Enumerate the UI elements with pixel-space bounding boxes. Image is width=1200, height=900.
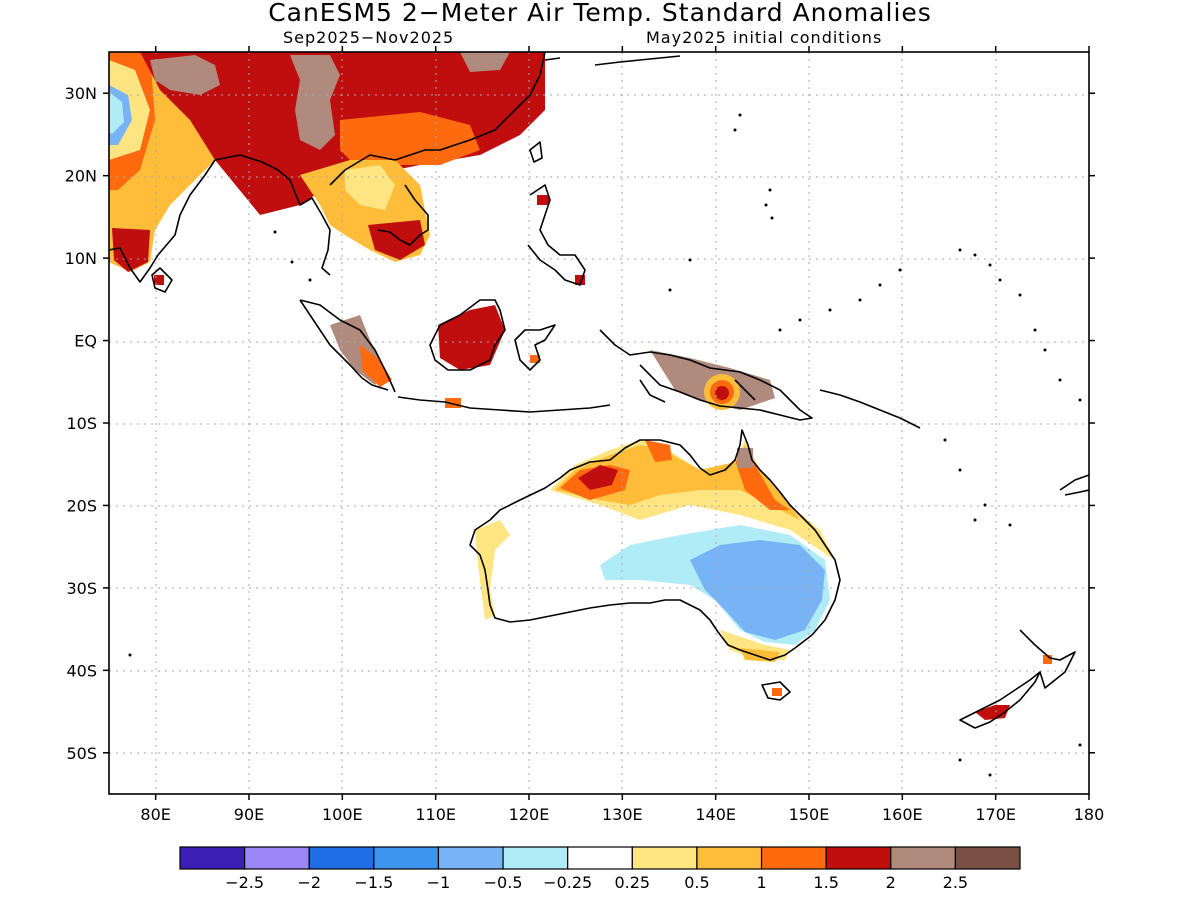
anomaly-srilanka xyxy=(154,275,164,285)
lon-tick-label: 100E xyxy=(322,805,363,824)
lon-tick-label: 80E xyxy=(140,805,170,824)
anomaly-west-coast xyxy=(475,520,510,620)
anomaly-india-south xyxy=(112,228,150,272)
anomaly-borneo xyxy=(438,305,505,370)
anomaly-cold-west-inner xyxy=(109,92,124,134)
anomaly-eastern-australia-core xyxy=(690,540,825,640)
anomaly-cape-york xyxy=(737,448,753,468)
anomaly-mindanao xyxy=(575,275,585,285)
anomaly-kimberley-core xyxy=(578,465,618,490)
small-islands xyxy=(128,113,1082,777)
anomaly-ng-center-3 xyxy=(715,386,729,400)
colorbar-swatch xyxy=(308,846,375,870)
anomaly-nz-north xyxy=(1043,655,1052,664)
colorbar-swatch xyxy=(890,846,956,870)
lon-tick-label: 160E xyxy=(882,805,923,824)
lon-tick-label: 170E xyxy=(975,805,1016,824)
colorbar-label: 1 xyxy=(756,873,766,892)
coastlines xyxy=(109,52,1089,729)
longitude-ticks: 80E 90E 100E 110E 120E 130E 140E 150E 160E 170E 18… xyxy=(140,46,1104,824)
gridlines xyxy=(109,52,1089,794)
anomaly-laos xyxy=(345,165,395,210)
colorbar-label: 2 xyxy=(886,873,896,892)
lon-tick-label: 130E xyxy=(602,805,643,824)
colorbar-swatch xyxy=(244,846,310,870)
forecast-period: Sep2025−Nov2025 xyxy=(283,28,455,47)
anomaly-sulawesi xyxy=(530,355,540,363)
lat-tick-label: 20N xyxy=(65,167,97,186)
anomaly-tibet-1 xyxy=(150,55,220,95)
colorbar: −2.5 −2 −1.5 −1 −0.5 −0.25 0.25 0.5 1 1.5 2 2.5 xyxy=(179,846,1021,892)
colorbar-label: −0.25 xyxy=(543,873,592,892)
lat-tick-label: EQ xyxy=(74,332,97,351)
anomaly-victoria xyxy=(740,648,780,662)
colorbar-swatch xyxy=(696,846,763,870)
anomaly-luzon xyxy=(537,195,549,205)
lon-tick-label: 110E xyxy=(415,805,456,824)
anomaly-tasmania xyxy=(772,688,782,696)
anomaly-arnhem xyxy=(645,440,672,462)
lon-tick-label: 180 xyxy=(1074,805,1105,824)
colorbar-label: −2.5 xyxy=(225,873,264,892)
lat-tick-label: 20S xyxy=(66,496,97,515)
colorbar-swatch xyxy=(502,846,569,870)
anomaly-fields xyxy=(109,52,1089,794)
colorbar-label: 1.5 xyxy=(813,873,838,892)
latitude-ticks: 30N 20N 10N EQ 10S 20S 30S 40S 50S xyxy=(65,84,1095,763)
lat-tick-label: 10S xyxy=(66,414,97,433)
anomaly-sumatra-south xyxy=(360,345,392,387)
colorbar-label: −1.5 xyxy=(354,873,393,892)
colorbar-label: −2 xyxy=(297,873,321,892)
colorbar-swatch xyxy=(760,846,827,870)
lon-tick-label: 90E xyxy=(234,805,264,824)
anomaly-queensland-coast xyxy=(735,460,790,510)
colorbar-swatch xyxy=(373,846,440,870)
map-title: CanESM5 2−Meter Air Temp. Standard Anoma… xyxy=(268,0,932,27)
colorbar-swatch xyxy=(567,846,633,870)
colorbar-swatch xyxy=(179,846,246,870)
anomaly-java xyxy=(445,398,461,408)
anomaly-nz-south xyxy=(975,705,1010,720)
lon-tick-label: 150E xyxy=(789,805,830,824)
colorbar-label: 0.5 xyxy=(684,873,709,892)
lat-tick-label: 30N xyxy=(65,84,97,103)
colorbar-swatch xyxy=(437,846,504,870)
lat-tick-label: 50S xyxy=(66,744,97,763)
colorbar-swatch xyxy=(825,846,892,870)
lon-tick-label: 120E xyxy=(509,805,550,824)
colorbar-label: −0.5 xyxy=(484,873,523,892)
anomaly-north-china xyxy=(460,52,510,72)
lat-tick-label: 10N xyxy=(65,249,97,268)
initial-conditions: May2025 initial conditions xyxy=(646,28,883,47)
lon-tick-label: 140E xyxy=(695,805,736,824)
colorbar-label: 0.25 xyxy=(614,873,650,892)
anomaly-tibet-2 xyxy=(290,55,340,150)
colorbar-swatch xyxy=(631,846,698,870)
colorbar-label: −1 xyxy=(427,873,451,892)
lat-tick-label: 40S xyxy=(66,661,97,680)
colorbar-label: 2.5 xyxy=(943,873,968,892)
colorbar-swatch xyxy=(954,846,1021,870)
lat-tick-label: 30S xyxy=(66,579,97,598)
